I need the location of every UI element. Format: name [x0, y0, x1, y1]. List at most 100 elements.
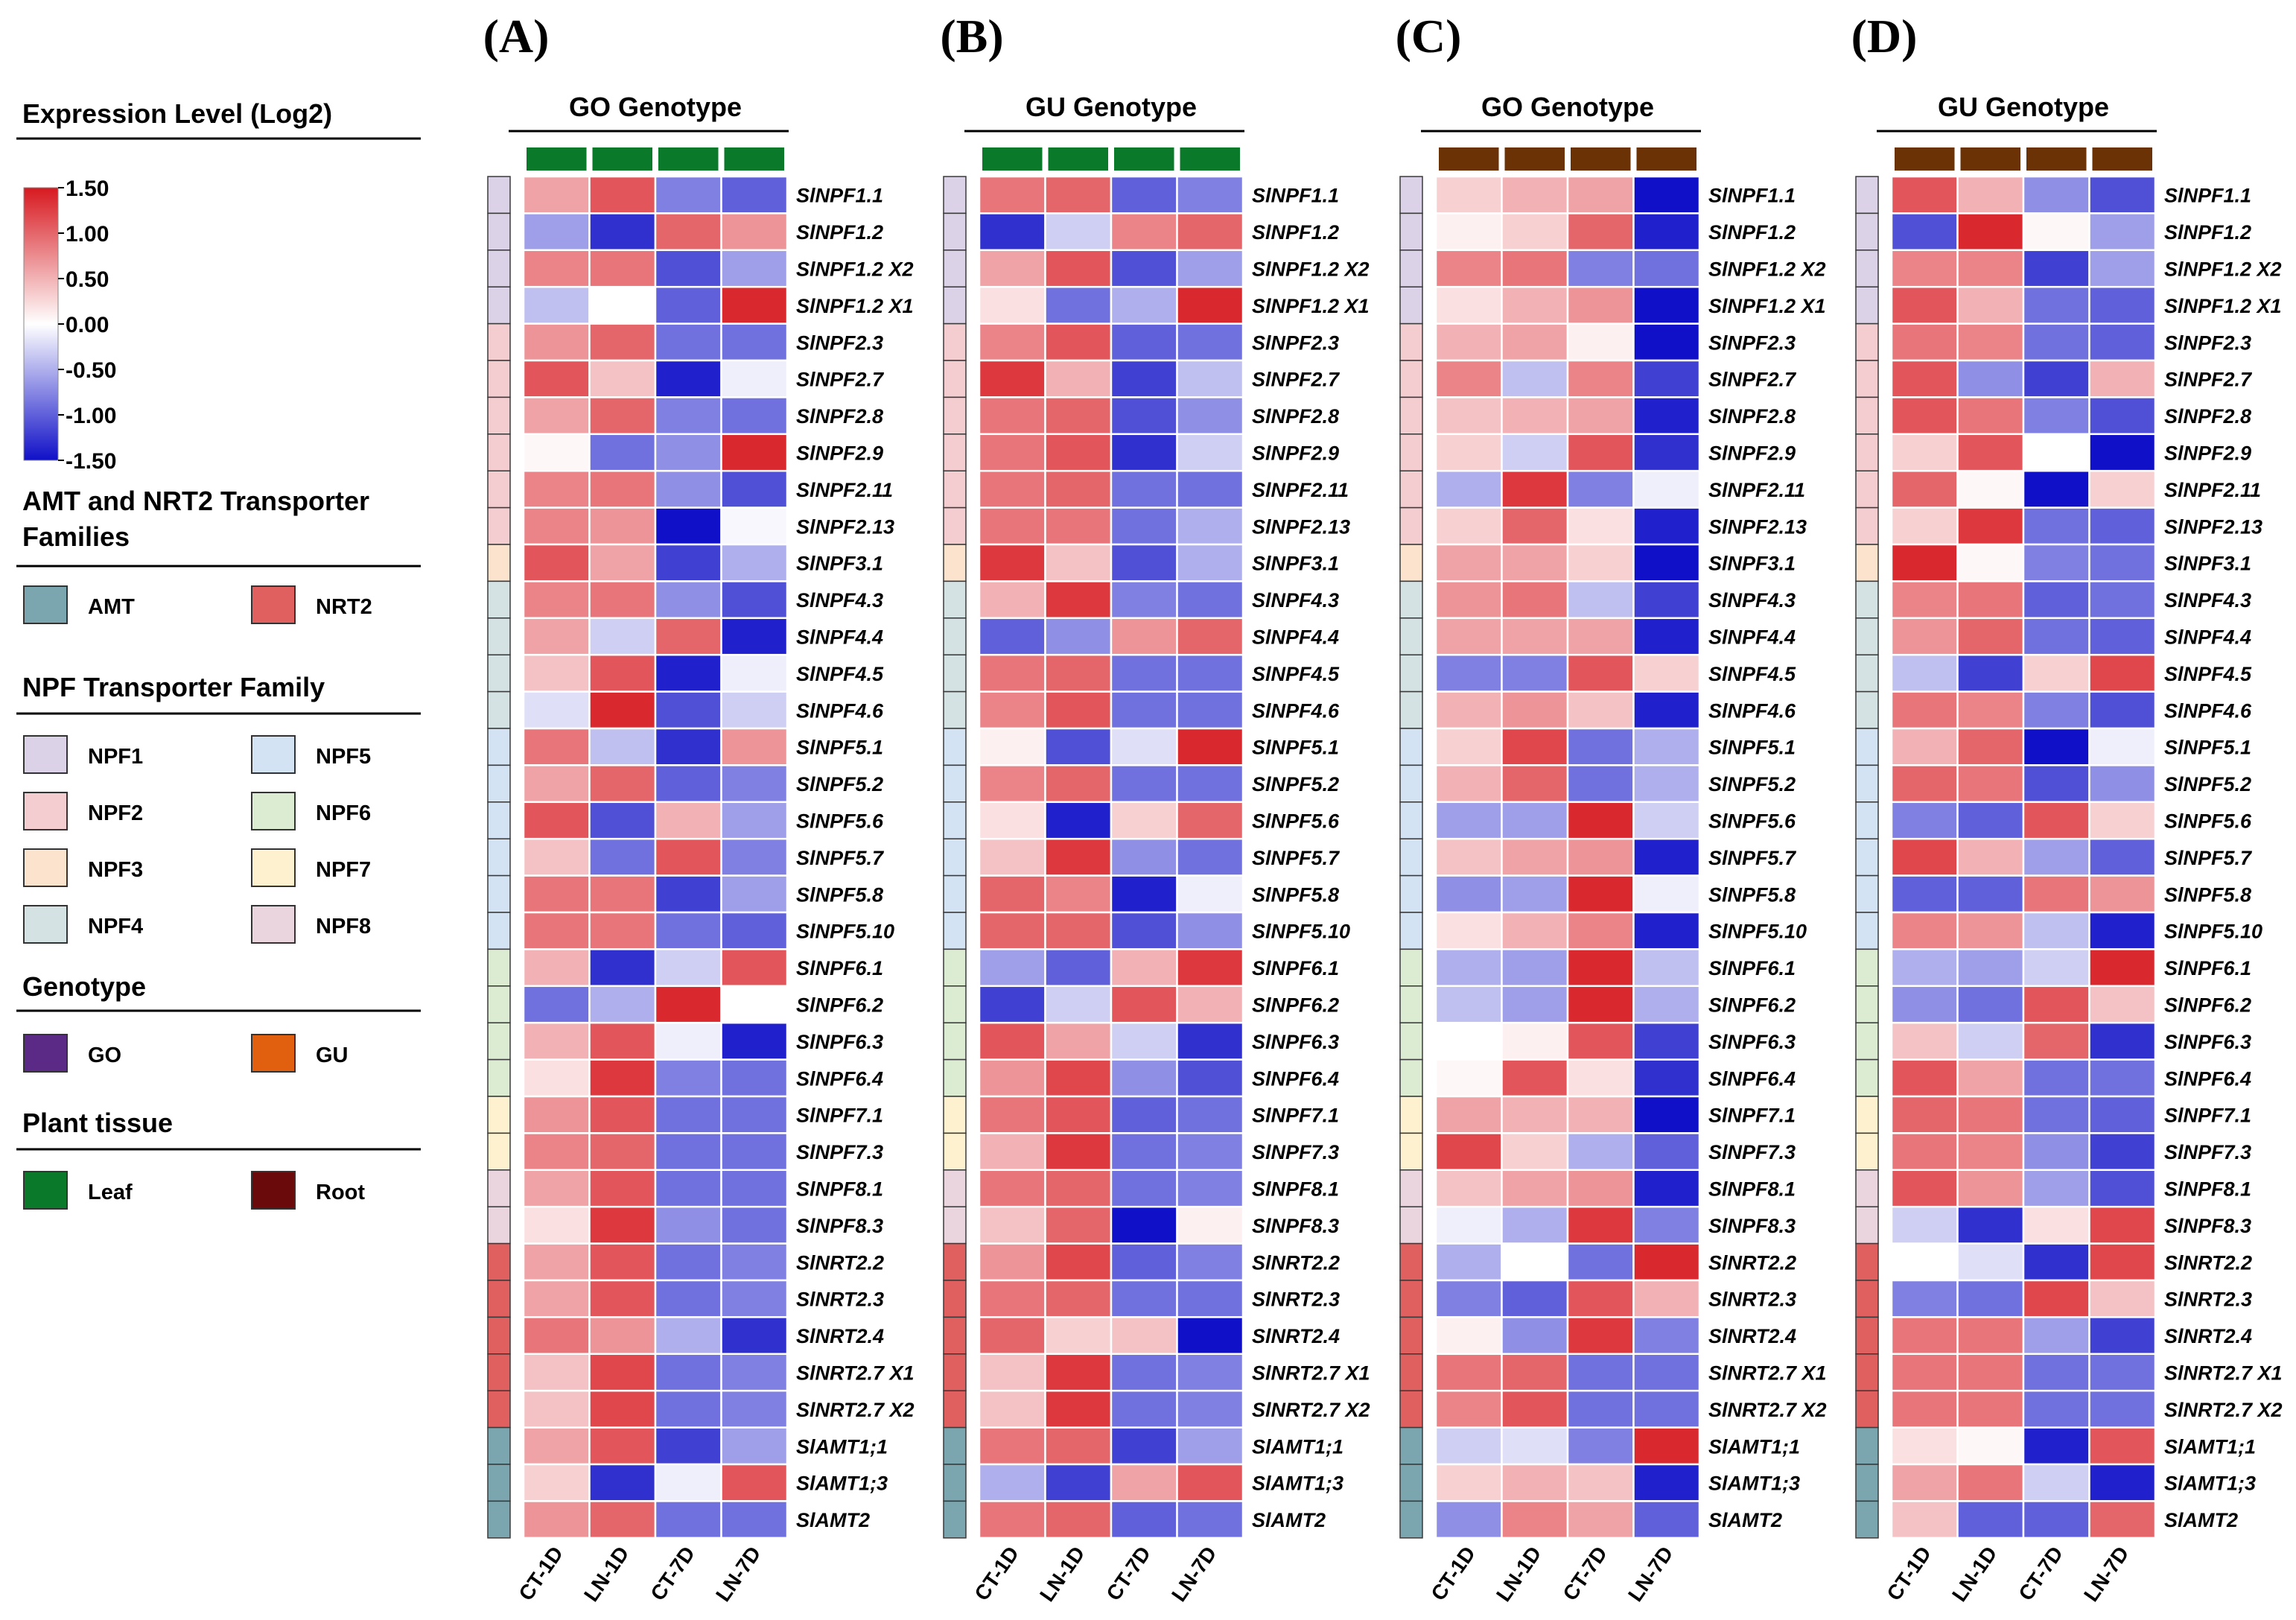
family-bar-cell — [1855, 250, 1879, 288]
heatmap-cell — [1110, 837, 1178, 877]
legend-swatch — [23, 792, 68, 830]
heatmap-cell — [1632, 433, 1701, 472]
row-label: SlNRT2.3 — [796, 1289, 884, 1311]
heatmap-cell — [1501, 433, 1569, 472]
heatmap-cell — [1632, 396, 1701, 436]
heatmap-cell — [1632, 1463, 1701, 1502]
heatmap-cell — [654, 1279, 722, 1318]
heatmap-cell — [1434, 764, 1503, 804]
heatmap-cell — [2022, 506, 2090, 546]
heatmap-cell — [1110, 433, 1178, 472]
row-label: SlNPF2.9 — [2164, 442, 2251, 465]
heatmap-cell — [1501, 1500, 1569, 1540]
row-label: SlNPF6.1 — [2164, 957, 2251, 979]
row-label: SlNPF6.4 — [1252, 1067, 1339, 1090]
heatmap-cell — [522, 764, 591, 804]
row-label: SlAMT1;3 — [2164, 1473, 2256, 1495]
heatmap-cell — [2022, 469, 2090, 509]
row-label: SlNRT2.7 X2 — [1708, 1399, 1827, 1421]
heatmap-cell — [720, 911, 789, 950]
heatmap-cell — [720, 359, 789, 398]
heatmap-cell — [1890, 212, 1959, 252]
family-bar-cell — [1399, 764, 1423, 803]
heatmap-cell — [720, 1279, 789, 1318]
heatmap-cell — [1110, 1426, 1178, 1466]
family-bar-cell — [487, 1500, 511, 1539]
tissue-bar-block — [1113, 146, 1176, 172]
family-bar-cell — [943, 764, 967, 803]
legend-heading: Expression Level (Log2) — [22, 98, 332, 129]
heatmap-cell — [588, 653, 657, 693]
heatmap-cell — [1501, 1316, 1569, 1356]
row-label: SlNPF2.9 — [1252, 442, 1339, 465]
heatmap-cell — [978, 727, 1046, 766]
heatmap-cell — [522, 1353, 591, 1392]
heatmap-cell — [1632, 1021, 1701, 1061]
heatmap-cell — [1110, 469, 1178, 509]
heatmap-cell — [1176, 985, 1244, 1024]
heatmap-cell — [522, 359, 591, 398]
heatmap-cell — [1501, 1463, 1569, 1502]
heatmap-cell — [978, 543, 1046, 582]
family-bar-cell — [487, 1169, 511, 1207]
heatmap-cell — [654, 948, 722, 988]
heatmap-cell — [978, 1500, 1046, 1540]
legend-swatch — [23, 1171, 68, 1210]
family-bar-cell — [487, 948, 511, 987]
family-bar-cell — [487, 617, 511, 655]
heatmap-cell — [1632, 690, 1701, 730]
column-label: CT-7D — [646, 1542, 699, 1604]
heatmap-cell — [1566, 1353, 1635, 1392]
heatmap-cell — [1176, 506, 1244, 546]
heatmap-panel: (B) GU Genotype SlNPF1.1 SlNPF1.2 SlNPF1.2 X… — [940, 10, 1370, 1606]
family-bar-cell — [943, 286, 967, 325]
heatmap-cell — [1566, 1389, 1635, 1429]
row-label: SlNPF2.7 — [796, 369, 885, 391]
heatmap-cell — [1566, 1316, 1635, 1356]
heatmap-cell — [1956, 617, 2025, 656]
heatmap-cell — [720, 1316, 789, 1356]
heatmap-cell — [1956, 506, 2025, 546]
heatmap-cell — [2088, 764, 2157, 804]
heatmap-cell — [1044, 653, 1113, 693]
heatmap-panel: (C) GO Genotype SlNPF1.1 SlNPF1.2 SlNPF1.2 X… — [1396, 10, 1827, 1606]
heatmap-cell — [522, 1058, 591, 1098]
family-bar-cell — [487, 286, 511, 325]
heatmap-cell — [588, 175, 657, 215]
heatmap-cell — [1110, 323, 1178, 362]
heatmap-cell — [1434, 911, 1503, 950]
heatmap-cell — [1956, 1353, 2025, 1392]
heatmap-cell — [720, 1058, 789, 1098]
heatmap-cell — [2088, 617, 2157, 656]
family-bar-cell — [943, 544, 967, 582]
heatmap-cell — [1434, 1205, 1503, 1245]
row-label: SlNPF4.6 — [2164, 699, 2252, 722]
family-bar-cell — [1399, 250, 1423, 288]
heatmap-cell — [1956, 1426, 2025, 1466]
heatmap-cell — [720, 323, 789, 362]
scale-tick-label: -1.00 — [66, 404, 116, 428]
heatmap-cell — [1632, 323, 1701, 362]
heatmap-cell — [978, 911, 1046, 950]
heatmap-cell — [978, 1389, 1046, 1429]
heatmap-cell — [1176, 359, 1244, 398]
heatmap-cell — [1044, 617, 1113, 656]
heatmap-cell — [1956, 837, 2025, 877]
tissue-bar-block — [1503, 146, 1566, 172]
heatmap-cell — [1176, 1500, 1244, 1540]
heatmap-cell — [2088, 506, 2157, 546]
family-bar-cell — [1399, 874, 1423, 913]
heatmap-cell — [1110, 1463, 1178, 1502]
family-bar-cell — [943, 360, 967, 398]
heatmap-cell — [522, 212, 591, 252]
heatmap-cell — [2088, 212, 2157, 252]
family-bar-cell — [1399, 286, 1423, 325]
heatmap-cell — [1176, 764, 1244, 804]
heatmap-cell — [1632, 285, 1701, 325]
heatmap-cell — [1956, 727, 2025, 766]
row-label: SlNPF5.7 — [1708, 847, 1797, 869]
heatmap-cell — [654, 911, 722, 950]
panel-title: GU Genotype — [1938, 92, 2109, 122]
family-bar-cell — [1399, 212, 1423, 251]
row-label: SlNPF6.3 — [796, 1031, 883, 1053]
